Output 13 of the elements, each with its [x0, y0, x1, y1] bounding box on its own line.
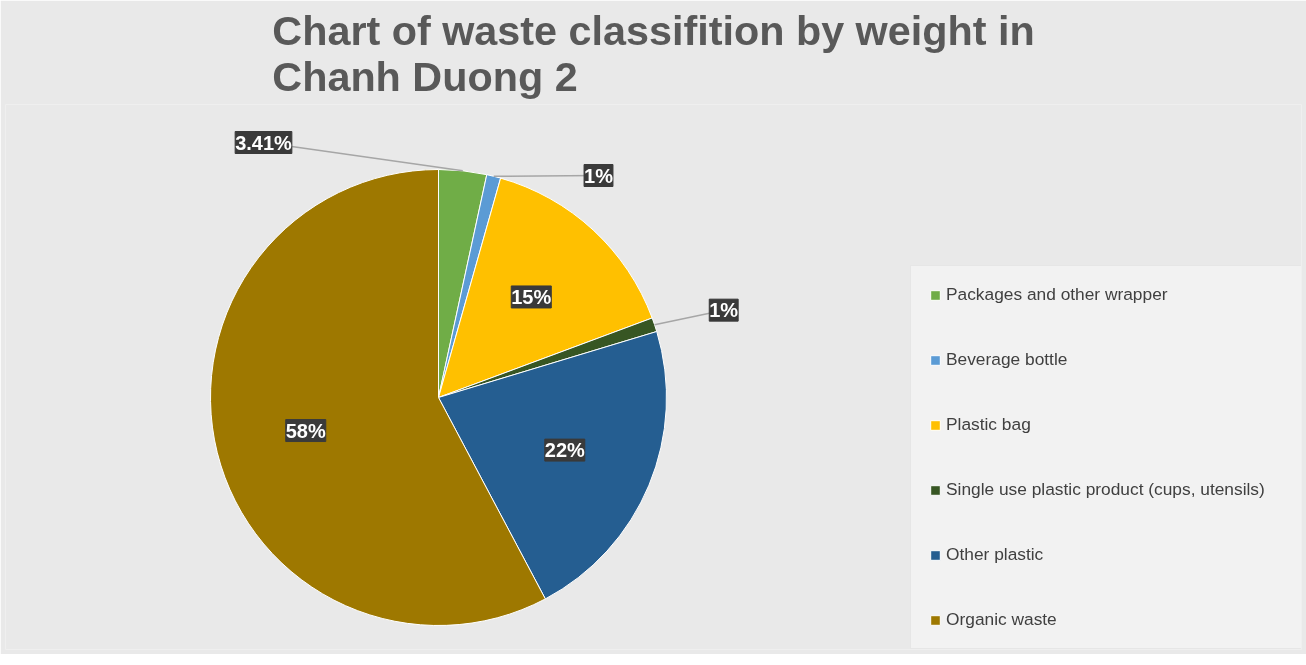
data-label: 22% — [544, 439, 586, 462]
legend-label: Packages and other wrapper — [946, 284, 1169, 305]
data-label: 1% — [584, 164, 614, 187]
legend-label: Single use plastic product (cups, utensils) — [946, 479, 1266, 500]
data-label: 58% — [285, 419, 326, 442]
legend-label: Other plastic — [946, 544, 1045, 565]
data-label: 1% — [709, 299, 739, 322]
data-label: 15% — [511, 285, 552, 308]
legend-label: Organic waste — [946, 609, 1058, 630]
data-label: 3.41% — [235, 131, 293, 154]
chart-title: Chart of waste classifition by weight in Chanh Duong 2 — [272, 7, 1035, 100]
legend-label: Plastic bag — [946, 414, 1032, 435]
legend-label: Beverage bottle — [946, 349, 1069, 370]
